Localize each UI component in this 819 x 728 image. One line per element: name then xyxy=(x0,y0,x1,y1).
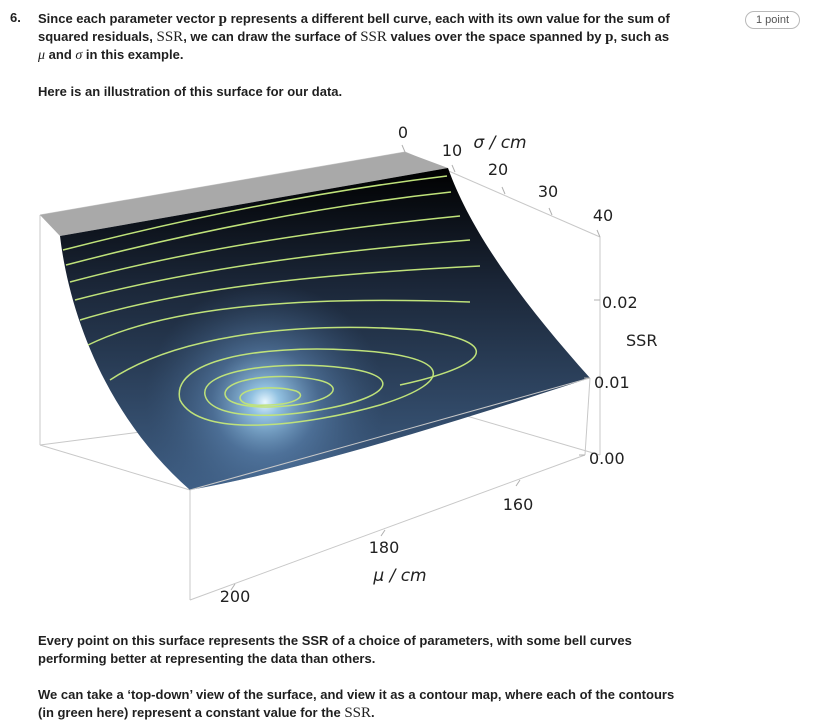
ssr-axis-label: SSR xyxy=(626,331,657,350)
question-text: Since each parameter vector p represents… xyxy=(38,11,670,63)
sigma-tick-0: 0 xyxy=(398,123,408,142)
sigma-tick-20: 20 xyxy=(488,160,508,179)
mu-tick-180: 180 xyxy=(369,538,400,557)
surface-explanation-text: Every point on this surface represents t… xyxy=(38,633,632,666)
sigma-tick-30: 30 xyxy=(538,182,558,201)
ssr-tick-000: 0.00 xyxy=(589,449,625,468)
mu-tick-200: 200 xyxy=(220,587,251,606)
intro-text: Here is an illustration of this surface … xyxy=(38,84,343,99)
sigma-tick-40: 40 xyxy=(593,206,613,225)
mu-axis-label: μ / cm xyxy=(372,566,426,586)
sigma-tick-10: 10 xyxy=(442,141,462,160)
contour-explanation-text: We can take a ‘top-down’ view of the sur… xyxy=(38,687,675,721)
ssr-tick-001: 0.01 xyxy=(594,373,630,392)
points-badge: 1 point xyxy=(744,11,800,29)
box-front-edges xyxy=(189,377,591,601)
question-number: 6. xyxy=(10,10,21,25)
ssr-tick-002: 0.02 xyxy=(602,293,638,312)
mu-tick-160: 160 xyxy=(503,495,534,514)
top-plane xyxy=(40,152,448,236)
contour-lines xyxy=(62,175,481,426)
sigma-axis-label: σ / cm xyxy=(473,133,526,153)
